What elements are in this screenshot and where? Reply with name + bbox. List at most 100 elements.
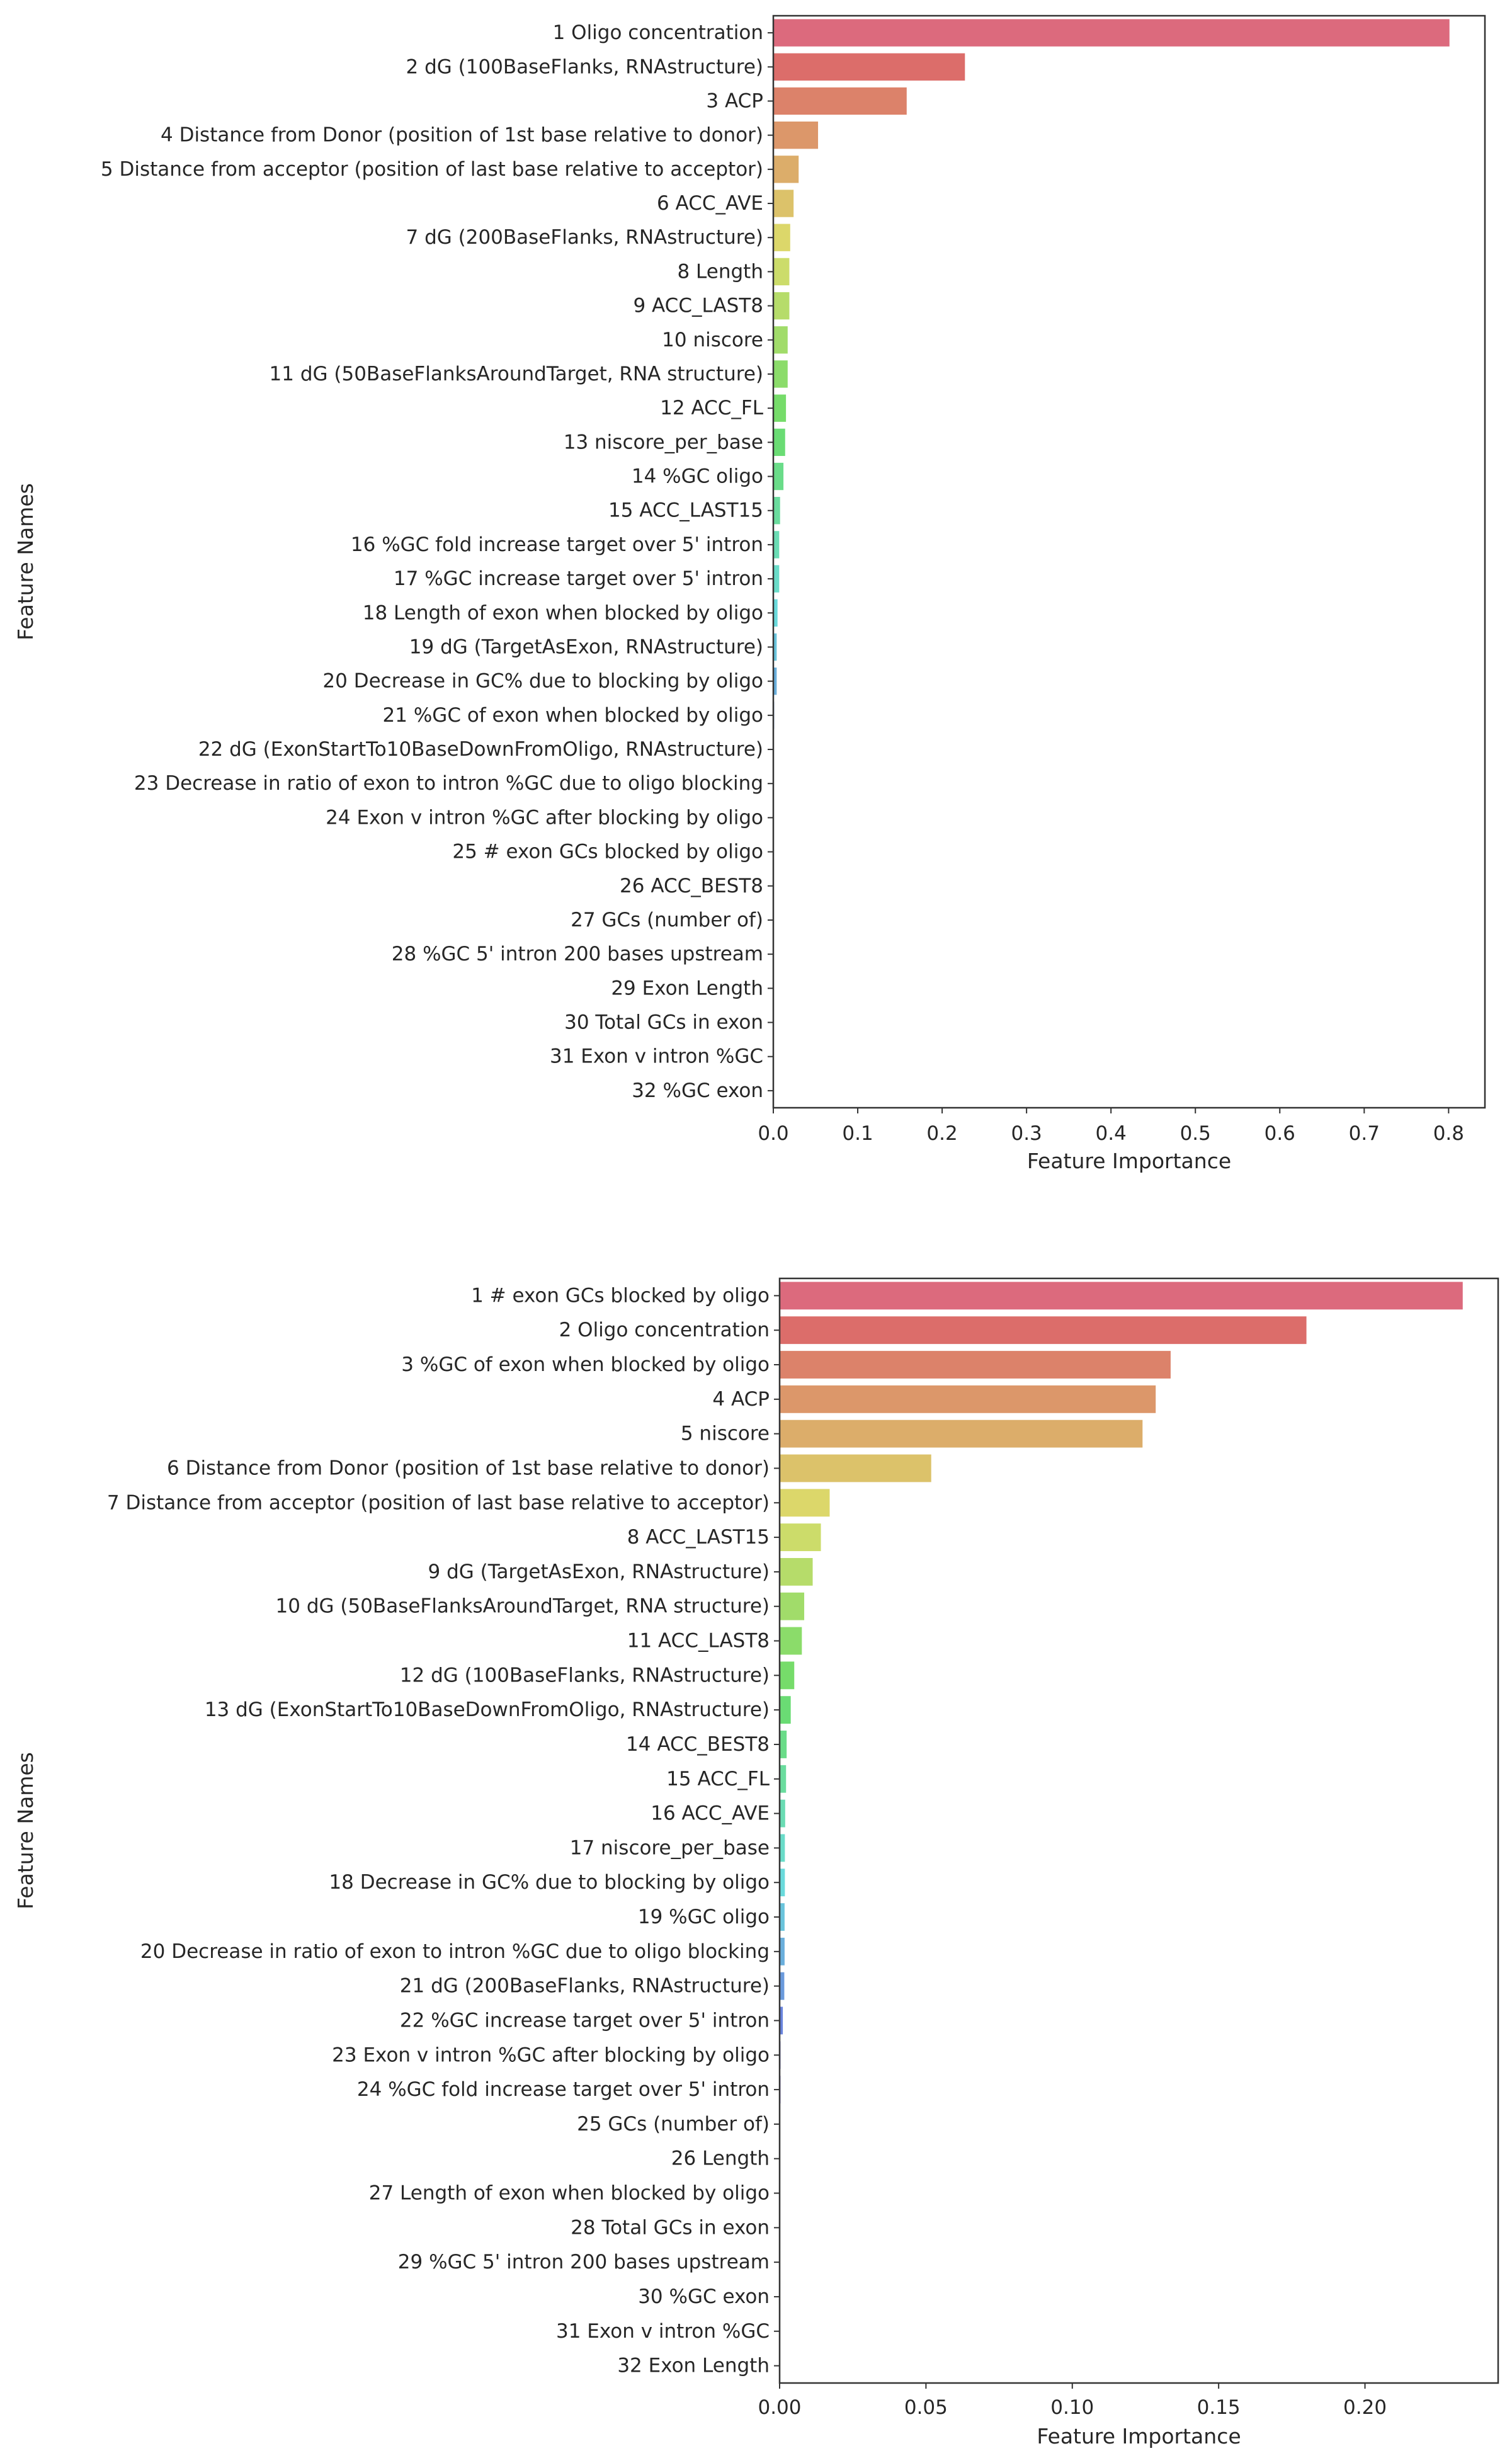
y-tick-label: 22 dG (ExonStartTo10BaseDownFromOligo, R…	[198, 738, 763, 761]
bar	[780, 1869, 785, 1897]
axes-frame	[772, 14, 1486, 1109]
y-tick-label: 11 dG (50BaseFlanksAroundTarget, RNA str…	[270, 363, 763, 385]
y-tick-label: 29 %GC 5' intron 200 bases upstream	[398, 2251, 770, 2273]
y-tick-label: 26 Length	[671, 2147, 770, 2170]
bar	[780, 1351, 1171, 1379]
y-tick-label: 7 dG (200BaseFlanks, RNAstructure)	[406, 226, 764, 249]
y-tick-label: 2 dG (100BaseFlanks, RNAstructure)	[406, 55, 764, 78]
bar	[780, 1903, 785, 1931]
bar	[773, 462, 784, 491]
y-tick-label: 16 ACC_AVE	[651, 1802, 770, 1825]
y-tick-label: 27 Length of exon when blocked by oligo	[369, 2182, 770, 2205]
x-tick-label: 0.10	[1050, 2396, 1094, 2419]
bar	[780, 1661, 795, 1690]
y-tick-label: 21 %GC of exon when blocked by oligo	[383, 704, 763, 727]
y-tick-label: 23 Decrease in ratio of exon to intron %…	[134, 772, 763, 795]
chart-bottom: 1 # exon GCs blocked by oligo 2 Oligo con…	[13, 1277, 1499, 2449]
bar	[780, 1282, 1463, 1310]
bar	[773, 156, 799, 183]
y-tick-label: 29 Exon Length	[611, 977, 763, 999]
y-tick-label: 27 GCs (number of)	[571, 909, 763, 931]
y-tick-label: 14 ACC_BEST8	[626, 1733, 770, 1756]
bar	[773, 497, 780, 525]
bar	[773, 258, 790, 286]
y-tick-label: 24 Exon v intron %GC after blocking by o…	[326, 806, 763, 829]
x-tick-label: 0.00	[758, 2396, 801, 2419]
bar	[773, 667, 777, 695]
y-tick-label: 3 ACP	[706, 89, 763, 112]
bar	[773, 121, 819, 149]
y-tick-label: 28 Total GCs in exon	[571, 2216, 770, 2239]
y-tick-label: 5 niscore	[681, 1423, 770, 1445]
x-tick-label: 0.2	[926, 1122, 957, 1145]
y-tick-label: 15 ACC_LAST15	[608, 499, 763, 522]
x-axis-label: Feature Importance	[1037, 2424, 1241, 2449]
bar	[780, 1799, 785, 1828]
y-tick-label: 26 ACC_BEST8	[620, 875, 763, 897]
x-tick-label: 0.15	[1197, 2396, 1241, 2419]
y-tick-label: 13 niscore_per_base	[564, 431, 763, 453]
y-tick-label: 11 ACC_LAST8	[627, 1630, 770, 1652]
bar	[780, 1834, 785, 1862]
y-tick-label: 19 dG (TargetAsExon, RNAstructure)	[409, 635, 763, 658]
chart-top: 1 Oligo concentration 2 dG (100BaseFlanks…	[13, 14, 1486, 1173]
y-tick-label: 6 ACC_AVE	[657, 192, 763, 215]
bar	[780, 1731, 787, 1758]
y-tick-label: 19 %GC oligo	[638, 1906, 770, 1928]
y-tick-label: 17 niscore_per_base	[570, 1836, 770, 1859]
y-tick-label: 32 Exon Length	[617, 2355, 770, 2377]
y-tick-label: 9 dG (TargetAsExon, RNAstructure)	[428, 1561, 770, 1583]
x-tick-label: 0.0	[758, 1122, 788, 1145]
y-tick-label: 21 dG (200BaseFlanks, RNAstructure)	[400, 1975, 770, 1998]
bar	[780, 1385, 1156, 1413]
y-tick-label: 10 niscore	[662, 329, 763, 351]
y-tick-label: 30 Total GCs in exon	[564, 1011, 763, 1034]
x-tick-label: 0.4	[1096, 1122, 1127, 1145]
y-tick-label: 13 dG (ExonStartTo10BaseDownFromOligo, R…	[205, 1698, 770, 1721]
bar	[773, 292, 790, 320]
y-tick-label: 3 %GC of exon when blocked by oligo	[401, 1353, 770, 1376]
x-tick-label: 0.3	[1011, 1122, 1042, 1145]
y-axis-label: Feature Names	[13, 483, 38, 640]
bar	[780, 1627, 802, 1655]
y-tick-label: 1 Oligo concentration	[553, 21, 763, 44]
y-tick-label: 10 dG (50BaseFlanksAroundTarget, RNA str…	[276, 1595, 770, 1618]
bar	[773, 599, 778, 627]
x-tick-label: 0.7	[1349, 1122, 1380, 1145]
bar	[773, 360, 788, 388]
bar	[780, 1454, 931, 1482]
bar	[773, 428, 785, 457]
bar	[773, 224, 790, 251]
y-tick-label: 1 # exon GCs blocked by oligo	[471, 1284, 770, 1307]
y-tick-label: 8 ACC_LAST15	[627, 1526, 770, 1549]
bar	[773, 326, 788, 354]
y-tick-label: 5 Distance from acceptor (position of la…	[101, 158, 763, 181]
bar	[773, 190, 794, 217]
bar	[780, 1765, 787, 1793]
bar	[773, 633, 777, 661]
y-tick-label: 31 Exon v intron %GC	[550, 1045, 763, 1068]
y-tick-label: 25 GCs (number of)	[577, 2113, 770, 2136]
y-tick-label: 14 %GC oligo	[632, 465, 763, 488]
y-tick-label: 18 Decrease in GC% due to blocking by ol…	[329, 1871, 770, 1894]
bar	[773, 87, 907, 115]
y-tick-label: 24 %GC fold increase target over 5' intr…	[357, 2078, 770, 2101]
y-tick-label: 2 Oligo concentration	[559, 1319, 770, 1341]
bar	[780, 1592, 805, 1620]
bar	[773, 531, 780, 559]
x-tick-label: 0.8	[1433, 1122, 1464, 1145]
y-tick-label: 18 Length of exon when blocked by oligo	[363, 601, 763, 624]
y-tick-label: 8 Length	[677, 260, 763, 283]
x-tick-label: 0.6	[1265, 1122, 1295, 1145]
y-tick-label: 4 ACP	[712, 1388, 770, 1411]
bar	[780, 1557, 813, 1586]
bar	[773, 565, 780, 593]
y-tick-label: 28 %GC 5' intron 200 bases upstream	[392, 943, 763, 965]
axes-frame	[778, 1277, 1499, 2384]
x-tick-label: 0.05	[904, 2396, 948, 2419]
bar	[780, 1937, 785, 1965]
y-axis-label: Feature Names	[13, 1752, 38, 1909]
x-tick-label: 0.5	[1180, 1122, 1211, 1145]
y-tick-label: 15 ACC_FL	[666, 1768, 770, 1790]
